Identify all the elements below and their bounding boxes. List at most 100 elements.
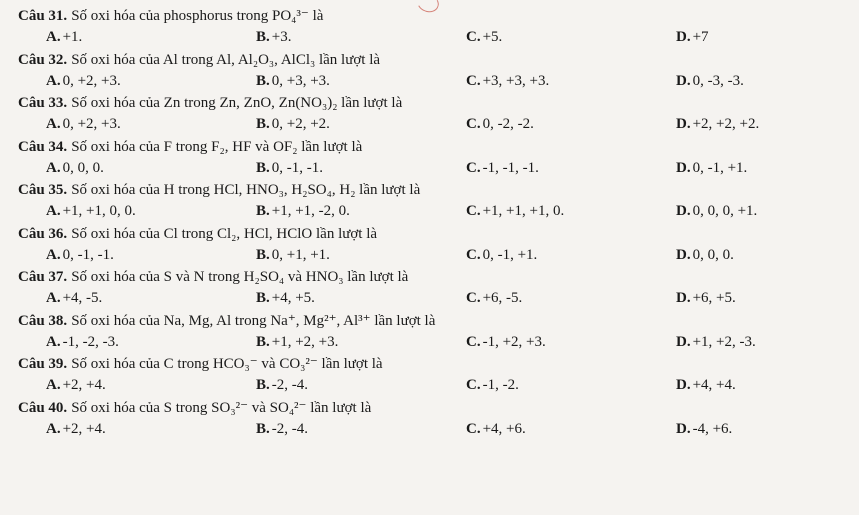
option-letter: D. xyxy=(676,332,691,352)
option-letter: D. xyxy=(676,27,691,47)
option-value: +6, +5. xyxy=(693,288,736,308)
option-value: 0, -1, +1. xyxy=(693,158,748,178)
option-c: C. -1, -2. xyxy=(466,375,676,395)
option-letter: D. xyxy=(676,201,691,221)
question-number: Câu 37. xyxy=(18,267,67,287)
option-value: 0, -2, -2. xyxy=(483,114,534,134)
option-c: C. -1, +2, +3. xyxy=(466,332,676,352)
option-d: D. 0, 0, 0, +1. xyxy=(676,201,757,221)
option-letter: D. xyxy=(676,375,691,395)
option-letter: A. xyxy=(46,288,61,308)
option-c: C. +3, +3, +3. xyxy=(466,71,676,91)
option-letter: C. xyxy=(466,27,481,47)
question-row: Câu 36.Số oxi hóa của Cl trong Cl₂, HCl,… xyxy=(18,224,849,244)
option-value: 0, 0, 0. xyxy=(693,245,734,265)
option-letter: B. xyxy=(256,158,270,178)
option-a: A. +4, -5. xyxy=(46,288,256,308)
option-b: B. +3. xyxy=(256,27,466,47)
option-letter: C. xyxy=(466,158,481,178)
question-number: Câu 40. xyxy=(18,398,67,418)
option-d: D. +4, +4. xyxy=(676,375,736,395)
option-a: A. 0, 0, 0. xyxy=(46,158,256,178)
option-d: D. 0, -1, +1. xyxy=(676,158,747,178)
option-a: A. +1. xyxy=(46,27,256,47)
option-letter: A. xyxy=(46,71,61,91)
option-a: A. 0, -1, -1. xyxy=(46,245,256,265)
question-row: Câu 32.Số oxi hóa của Al trong Al, Al₂O₃… xyxy=(18,50,849,70)
option-b: B. 0, +3, +3. xyxy=(256,71,466,91)
option-letter: C. xyxy=(466,114,481,134)
question-number: Câu 32. xyxy=(18,50,67,70)
options-row: A. 0, +2, +3.B. 0, +2, +2.C. 0, -2, -2.D… xyxy=(18,114,849,134)
option-value: +3, +3, +3. xyxy=(483,71,550,91)
question-number: Câu 35. xyxy=(18,180,67,200)
option-a: A. +2, +4. xyxy=(46,375,256,395)
option-letter: D. xyxy=(676,245,691,265)
option-a: A. -1, -2, -3. xyxy=(46,332,256,352)
option-value: +5. xyxy=(483,27,503,47)
option-letter: D. xyxy=(676,288,691,308)
question-number: Câu 36. xyxy=(18,224,67,244)
option-value: +4, +5. xyxy=(272,288,315,308)
question-row: Câu 37.Số oxi hóa của S và N trong H₂SO₄… xyxy=(18,267,849,287)
option-value: -1, +2, +3. xyxy=(483,332,546,352)
option-letter: B. xyxy=(256,419,270,439)
option-letter: D. xyxy=(676,158,691,178)
option-letter: B. xyxy=(256,332,270,352)
option-letter: D. xyxy=(676,419,691,439)
option-value: +1, +2, -3. xyxy=(693,332,756,352)
option-letter: B. xyxy=(256,288,270,308)
option-c: C. 0, -2, -2. xyxy=(466,114,676,134)
option-value: 0, -3, -3. xyxy=(693,71,744,91)
option-d: D. 0, -3, -3. xyxy=(676,71,744,91)
option-value: 0, -1, -1. xyxy=(63,245,114,265)
option-letter: C. xyxy=(466,201,481,221)
option-letter: B. xyxy=(256,71,270,91)
option-letter: C. xyxy=(466,288,481,308)
option-value: 0, +3, +3. xyxy=(272,71,330,91)
question-number: Câu 31. xyxy=(18,6,67,26)
question-text: Số oxi hóa của F trong F₂, HF và OF₂ lần… xyxy=(71,137,362,157)
option-letter: B. xyxy=(256,114,270,134)
question-text: Số oxi hóa của phosphorus trong PO₄³⁻ là xyxy=(71,6,323,26)
question-number: Câu 33. xyxy=(18,93,67,113)
question-text: Số oxi hóa của H trong HCl, HNO₃, H₂SO₄,… xyxy=(71,180,420,200)
options-row: A. +1.B. +3.C. +5. D. +7 xyxy=(18,27,849,47)
option-value: -2, -4. xyxy=(272,375,308,395)
question-row: Câu 39.Số oxi hóa của C trong HCO₃⁻ và C… xyxy=(18,354,849,374)
option-value: -4, +6. xyxy=(693,419,733,439)
option-letter: A. xyxy=(46,27,61,47)
question-number: Câu 34. xyxy=(18,137,67,157)
option-value: 0, +2, +3. xyxy=(63,114,121,134)
option-c: C. 0, -1, +1. xyxy=(466,245,676,265)
option-letter: A. xyxy=(46,332,61,352)
option-value: +4, -5. xyxy=(63,288,103,308)
options-row: A. +2, +4.B. -2, -4.C. -1, -2.D. +4, +4. xyxy=(18,375,849,395)
option-letter: C. xyxy=(466,375,481,395)
option-c: C. +1, +1, +1, 0. xyxy=(466,201,676,221)
option-value: +1, +1, +1, 0. xyxy=(483,201,565,221)
option-letter: A. xyxy=(46,375,61,395)
option-c: C. +6, -5. xyxy=(466,288,676,308)
option-b: B. 0, -1, -1. xyxy=(256,158,466,178)
option-value: +7 xyxy=(693,27,709,47)
option-letter: C. xyxy=(466,419,481,439)
question-row: Câu 35.Số oxi hóa của H trong HCl, HNO₃,… xyxy=(18,180,849,200)
option-d: D. 0, 0, 0. xyxy=(676,245,734,265)
options-row: A. 0, -1, -1.B. 0, +1, +1.C. 0, -1, +1.D… xyxy=(18,245,849,265)
question-text: Số oxi hóa của S và N trong H₂SO₄ và HNO… xyxy=(71,267,408,287)
exam-page: Câu 31.Số oxi hóa của phosphorus trong P… xyxy=(0,0,859,439)
options-row: A. +4, -5.B. +4, +5.C. +6, -5.D. +6, +5. xyxy=(18,288,849,308)
option-value: +6, -5. xyxy=(483,288,523,308)
option-value: 0, 0, 0, +1. xyxy=(693,201,758,221)
option-letter: A. xyxy=(46,114,61,134)
question-text: Số oxi hóa của Cl trong Cl₂, HCl, HClO l… xyxy=(71,224,377,244)
option-value: +4, +4. xyxy=(693,375,736,395)
option-b: B. +4, +5. xyxy=(256,288,466,308)
option-letter: C. xyxy=(466,71,481,91)
option-letter: D. xyxy=(676,71,691,91)
option-a: A. 0, +2, +3. xyxy=(46,114,256,134)
option-letter: D. xyxy=(676,114,691,134)
option-value: -2, -4. xyxy=(272,419,308,439)
option-value: +1, +1, -2, 0. xyxy=(272,201,350,221)
